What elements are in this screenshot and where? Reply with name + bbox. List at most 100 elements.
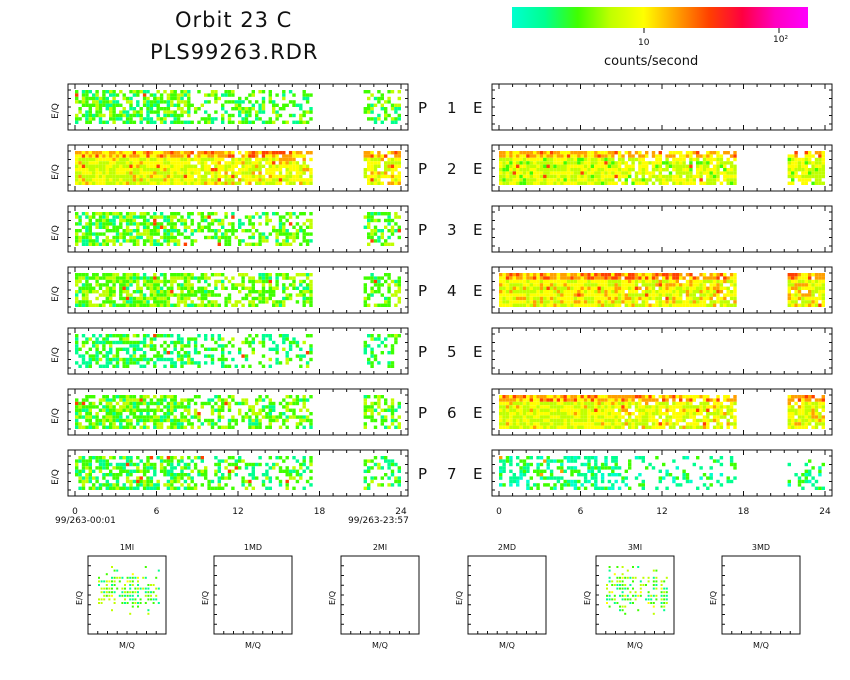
heatmap-cell	[282, 161, 286, 165]
heatmap-cell	[299, 229, 303, 233]
heatmap-cell	[719, 273, 724, 277]
heatmap-cell	[278, 242, 283, 246]
heatmap-cell	[115, 168, 120, 172]
heatmap-cell	[190, 337, 194, 341]
heatmap-cell	[709, 273, 713, 277]
heatmap-cell	[81, 181, 86, 185]
heatmap-cell	[159, 120, 164, 124]
heatmap-cell	[129, 168, 133, 172]
heatmap-cell	[149, 164, 154, 168]
left-panel-2-ylabel: E/Q	[51, 164, 61, 180]
heatmap-cell	[594, 300, 598, 304]
heatmap-cell	[505, 181, 510, 185]
heatmap-cell	[261, 232, 266, 236]
heatmap-cell	[587, 181, 591, 185]
heatmap-cell	[207, 300, 211, 304]
heatmap-cell	[658, 303, 662, 307]
heatmap-cell	[210, 347, 215, 351]
heatmap-cell	[394, 154, 398, 158]
heatmap-cell	[112, 290, 116, 294]
heatmap-cell	[275, 303, 279, 307]
heatmap-cell	[302, 161, 306, 165]
heatmap-cell	[682, 283, 686, 287]
heatmap-cell	[268, 117, 272, 121]
heatmap-cell	[658, 293, 662, 297]
heatmap-cell	[397, 90, 401, 94]
heatmap-cell	[132, 90, 137, 94]
heatmap-cell	[631, 293, 635, 297]
heatmap-cell	[98, 100, 103, 104]
heatmap-cell	[163, 418, 167, 423]
heatmap-cell	[794, 157, 798, 162]
heatmap-cell	[583, 174, 588, 179]
heatmap-cell	[129, 154, 133, 158]
heatmap-cell	[499, 178, 503, 182]
heatmap-cell	[278, 300, 283, 304]
heatmap-cell	[367, 103, 371, 107]
heatmap-cell	[808, 276, 812, 280]
heatmap-cell	[726, 178, 730, 182]
heatmap-cell	[139, 222, 143, 226]
heatmap-cell	[153, 395, 157, 399]
heatmap-cell	[682, 154, 686, 158]
heatmap-cell	[75, 212, 79, 216]
heatmap-cell	[570, 151, 574, 155]
heatmap-cell	[628, 283, 632, 287]
heatmap-cell	[197, 154, 201, 158]
heatmap-cell	[173, 303, 177, 307]
heatmap-cell	[516, 151, 520, 155]
heatmap-cell	[804, 174, 808, 179]
heatmap-cell	[363, 290, 367, 294]
heatmap-cell	[187, 361, 191, 365]
heatmap-cell	[543, 171, 547, 175]
heatmap-cell	[217, 334, 221, 338]
heatmap-cell	[645, 283, 649, 287]
heatmap-cell	[119, 286, 123, 290]
heatmap-cell	[95, 181, 99, 185]
heatmap-cell	[299, 225, 303, 229]
heatmap-cell	[122, 276, 126, 280]
heatmap-cell	[125, 347, 130, 351]
heatmap-cell	[159, 215, 164, 219]
heatmap-cell	[214, 293, 218, 297]
heatmap-cell	[163, 347, 167, 351]
heatmap-cell	[129, 357, 133, 362]
heatmap-cell	[244, 357, 249, 362]
heatmap-cell	[102, 242, 106, 246]
heatmap-cell	[516, 168, 520, 172]
heatmap-cell	[159, 222, 164, 226]
heatmap-cell	[522, 171, 527, 175]
heatmap-cell	[176, 93, 181, 97]
heatmap-cell	[187, 235, 191, 240]
heatmap-cell	[251, 222, 255, 226]
heatmap-cell	[309, 171, 313, 175]
heatmap-cell	[726, 286, 730, 290]
heatmap-cell	[265, 222, 269, 226]
heatmap-cell	[129, 412, 133, 416]
heatmap-cell	[614, 303, 618, 307]
heatmap-cell	[166, 351, 171, 355]
heatmap-cell	[190, 157, 194, 162]
heatmap-cell	[818, 151, 822, 155]
heatmap-cell	[577, 296, 581, 301]
heatmap-cell	[176, 296, 181, 301]
heatmap-cell	[187, 279, 191, 284]
heatmap-cell	[248, 235, 252, 240]
heatmap-cell	[394, 161, 398, 165]
heatmap-cell	[115, 212, 120, 216]
heatmap-cell	[159, 344, 164, 348]
heatmap-cell	[712, 279, 717, 284]
heatmap-cell	[142, 222, 147, 226]
heatmap-cell	[305, 100, 310, 104]
heatmap-cell	[193, 110, 198, 114]
heatmap-cell	[139, 340, 143, 345]
heatmap-cell	[367, 235, 371, 240]
heatmap-cell	[156, 279, 160, 284]
heatmap-cell	[288, 235, 293, 240]
heatmap-cell	[658, 161, 662, 165]
heatmap-cell	[238, 239, 242, 243]
heatmap-cell	[600, 290, 605, 294]
heatmap-cell	[166, 425, 171, 429]
heatmap-cell	[797, 293, 802, 297]
heatmap-cell	[390, 229, 395, 233]
